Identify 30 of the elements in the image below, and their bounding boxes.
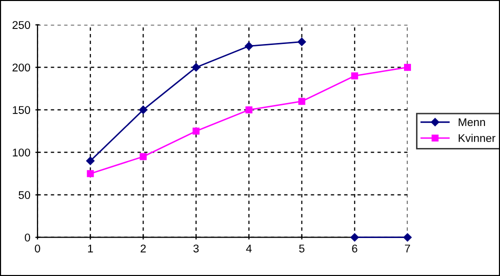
- x-tick-label: 0: [34, 244, 40, 252]
- point: [350, 233, 359, 242]
- point: [86, 156, 94, 165]
- y-tick-label: 50: [18, 191, 30, 199]
- y-tick-label: 250: [12, 21, 30, 29]
- x-tick-label: 6: [352, 244, 358, 252]
- x-tick-label: 1: [88, 244, 93, 252]
- point: [192, 128, 200, 135]
- x-tick-label: 7: [404, 244, 410, 252]
- point: [140, 153, 147, 160]
- point: [351, 72, 358, 80]
- y-tick-label: 0: [24, 234, 30, 242]
- y-tick-label: 200: [12, 64, 30, 72]
- point: [298, 98, 306, 105]
- point: [404, 64, 411, 71]
- legend-label: Kvinner: [458, 134, 496, 142]
- x-tick-label: 3: [193, 244, 199, 252]
- point: [244, 42, 254, 50]
- point: [403, 233, 412, 242]
- x-tick-label: 4: [246, 244, 252, 252]
- x-tick-label: 2: [140, 244, 146, 252]
- x-tick-label: 5: [299, 244, 304, 252]
- point: [298, 38, 306, 46]
- y-tick-label: 150: [12, 106, 30, 114]
- point: [139, 106, 148, 114]
- y-tick-label: 100: [12, 148, 30, 156]
- point: [192, 63, 200, 72]
- point: [245, 106, 252, 114]
- legend-label: Menn: [458, 118, 485, 126]
- point: [86, 170, 94, 178]
